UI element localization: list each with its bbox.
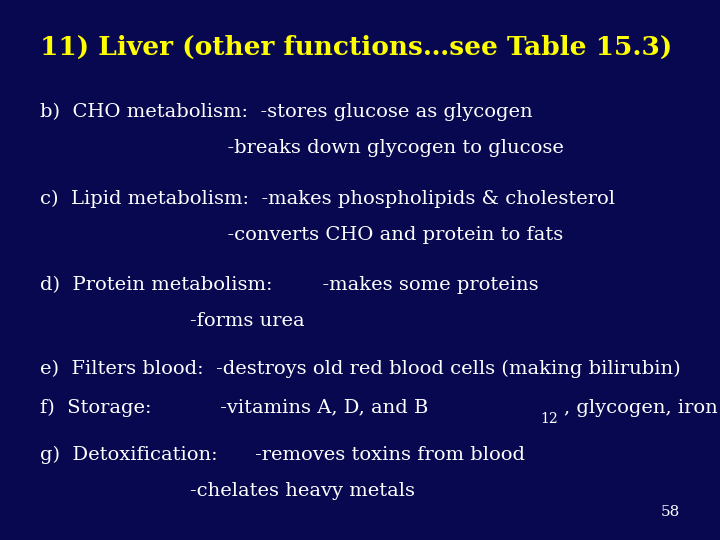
Text: -forms urea: -forms urea — [40, 312, 305, 329]
Text: 12: 12 — [541, 412, 559, 426]
Text: d)  Protein metabolism:        -makes some proteins: d) Protein metabolism: -makes some prote… — [40, 275, 539, 294]
Text: -chelates heavy metals: -chelates heavy metals — [40, 482, 415, 500]
Text: f)  Storage:           -vitamins A, D, and B: f) Storage: -vitamins A, D, and B — [40, 399, 428, 417]
Text: e)  Filters blood:  -destroys old red blood cells (making bilirubin): e) Filters blood: -destroys old red bloo… — [40, 360, 680, 379]
Text: , glycogen, iron: , glycogen, iron — [564, 399, 717, 416]
Text: g)  Detoxification:      -removes toxins from blood: g) Detoxification: -removes toxins from … — [40, 446, 525, 464]
Text: c)  Lipid metabolism:  -makes phospholipids & cholesterol: c) Lipid metabolism: -makes phospholipid… — [40, 190, 615, 208]
Text: 11) Liver (other functions…see Table 15.3): 11) Liver (other functions…see Table 15.… — [40, 35, 672, 60]
Text: 58: 58 — [661, 505, 680, 519]
Text: -breaks down glycogen to glucose: -breaks down glycogen to glucose — [40, 139, 564, 157]
Text: b)  CHO metabolism:  -stores glucose as glycogen: b) CHO metabolism: -stores glucose as gl… — [40, 103, 532, 121]
Text: -converts CHO and protein to fats: -converts CHO and protein to fats — [40, 226, 563, 244]
